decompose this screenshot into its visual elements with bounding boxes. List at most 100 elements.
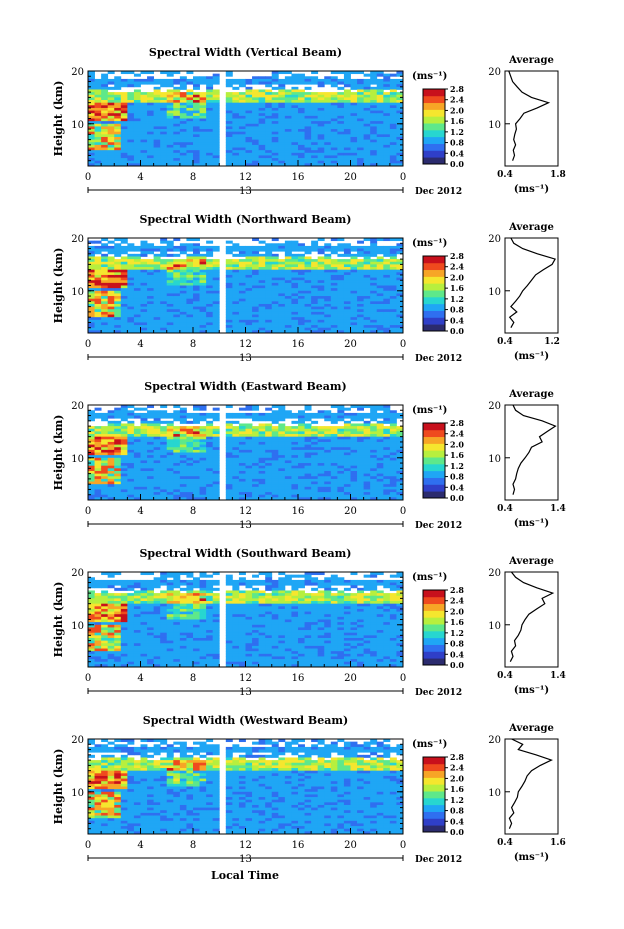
heatmap-cell bbox=[212, 447, 220, 451]
heatmap-cell bbox=[363, 118, 371, 122]
heatmap-cell bbox=[311, 426, 319, 430]
heatmap-cell bbox=[343, 118, 351, 122]
heatmap-cell bbox=[252, 484, 260, 488]
heatmap-cell bbox=[291, 457, 299, 461]
heatmap-cell bbox=[298, 256, 305, 260]
heatmap-cell bbox=[186, 486, 194, 490]
heatmap-cell bbox=[304, 494, 312, 498]
heatmap-cell bbox=[252, 314, 260, 318]
heatmap-cell bbox=[317, 272, 325, 276]
y-tick-label: 20 bbox=[71, 401, 84, 412]
heatmap-cell bbox=[206, 139, 214, 143]
heatmap-cell bbox=[330, 470, 338, 475]
heatmap-cell bbox=[147, 423, 155, 427]
heatmap-cell bbox=[258, 274, 266, 278]
heatmap-cell bbox=[127, 449, 135, 453]
heatmap-cell bbox=[120, 160, 128, 164]
heatmap-cell bbox=[88, 497, 95, 501]
heatmap-cell bbox=[147, 136, 155, 141]
heatmap-cell bbox=[166, 465, 174, 469]
heatmap-cell bbox=[252, 452, 260, 456]
heatmap-cell bbox=[140, 267, 148, 271]
heatmap-cell bbox=[153, 92, 161, 96]
heatmap-cell bbox=[238, 134, 246, 138]
heatmap-cell bbox=[232, 155, 240, 159]
x-tick-label: 0 bbox=[400, 172, 406, 183]
heatmap-cell bbox=[376, 86, 384, 90]
heatmap-cell bbox=[133, 129, 141, 133]
heatmap-cell bbox=[193, 452, 200, 456]
heatmap-cell bbox=[140, 92, 148, 96]
heatmap-cell bbox=[206, 470, 214, 475]
heatmap-cell bbox=[317, 441, 325, 445]
heatmap-cell bbox=[153, 484, 161, 488]
heatmap-cell bbox=[291, 412, 299, 416]
heatmap-cell bbox=[258, 415, 266, 419]
heatmap-cell bbox=[166, 73, 174, 77]
heatmap-cell bbox=[94, 134, 102, 138]
heatmap-cell bbox=[212, 259, 220, 263]
heatmap-cell bbox=[127, 107, 135, 111]
heatmap-cell bbox=[160, 121, 168, 125]
heatmap-cell bbox=[291, 155, 299, 159]
x-tick-label: 12 bbox=[239, 506, 252, 517]
heatmap-cell bbox=[193, 251, 200, 255]
heatmap-cell bbox=[389, 476, 397, 480]
heatmap-cell bbox=[107, 330, 115, 334]
heatmap-cell bbox=[252, 251, 260, 255]
heatmap-cell bbox=[350, 288, 358, 292]
heatmap-cell bbox=[245, 306, 253, 310]
heatmap-cell bbox=[127, 420, 135, 424]
heatmap-cell bbox=[140, 489, 148, 493]
heatmap-cell bbox=[199, 444, 207, 448]
heatmap-cell bbox=[88, 325, 95, 329]
heatmap-cell bbox=[153, 476, 161, 480]
heatmap-cell bbox=[160, 444, 168, 448]
heatmap-cell bbox=[225, 240, 233, 244]
heatmap-cell bbox=[284, 131, 292, 135]
heatmap-cell bbox=[212, 280, 220, 284]
heatmap-cell bbox=[324, 486, 332, 490]
heatmap-cell bbox=[252, 107, 260, 111]
heatmap-cell bbox=[88, 494, 95, 498]
heatmap-cell bbox=[140, 478, 148, 482]
heatmap-cell bbox=[298, 134, 305, 138]
heatmap-cell bbox=[114, 158, 122, 162]
heatmap-cell bbox=[252, 81, 260, 85]
heatmap-cell bbox=[127, 97, 135, 101]
heatmap-cell bbox=[258, 253, 266, 257]
heatmap-cell bbox=[147, 494, 155, 498]
heatmap-cell bbox=[193, 123, 200, 127]
heatmap-cell bbox=[147, 452, 155, 456]
heatmap-cell bbox=[166, 426, 174, 430]
heatmap-cell bbox=[291, 126, 299, 130]
heatmap-cell bbox=[147, 94, 155, 98]
heatmap-cell bbox=[94, 245, 102, 249]
heatmap-cell bbox=[107, 426, 115, 430]
heatmap-cell bbox=[212, 303, 220, 308]
heatmap-cell bbox=[193, 497, 200, 501]
heatmap-cell bbox=[265, 155, 273, 159]
heatmap-cell bbox=[343, 243, 351, 247]
heatmap-cell bbox=[94, 277, 102, 281]
heatmap-cell bbox=[179, 420, 187, 424]
heatmap-cell bbox=[173, 274, 181, 278]
x-tick-label: 8 bbox=[190, 339, 196, 350]
heatmap-cell bbox=[383, 426, 391, 430]
heatmap-cell bbox=[304, 463, 312, 467]
heatmap-cell bbox=[317, 248, 325, 252]
heatmap-cell bbox=[363, 97, 371, 101]
heatmap-cell bbox=[304, 86, 312, 90]
heatmap-cell bbox=[337, 447, 345, 451]
heatmap-cell bbox=[324, 293, 332, 297]
heatmap-cell bbox=[127, 457, 135, 461]
heatmap-cell bbox=[232, 290, 240, 294]
heatmap-cell bbox=[94, 412, 102, 416]
heatmap-cell bbox=[271, 264, 279, 268]
heatmap-cell bbox=[232, 282, 240, 286]
heatmap-cell bbox=[186, 330, 194, 334]
heatmap-cell bbox=[311, 288, 319, 292]
heatmap-cell bbox=[225, 481, 233, 485]
heatmap-cell bbox=[252, 447, 260, 451]
profile-title: Average bbox=[508, 55, 554, 66]
